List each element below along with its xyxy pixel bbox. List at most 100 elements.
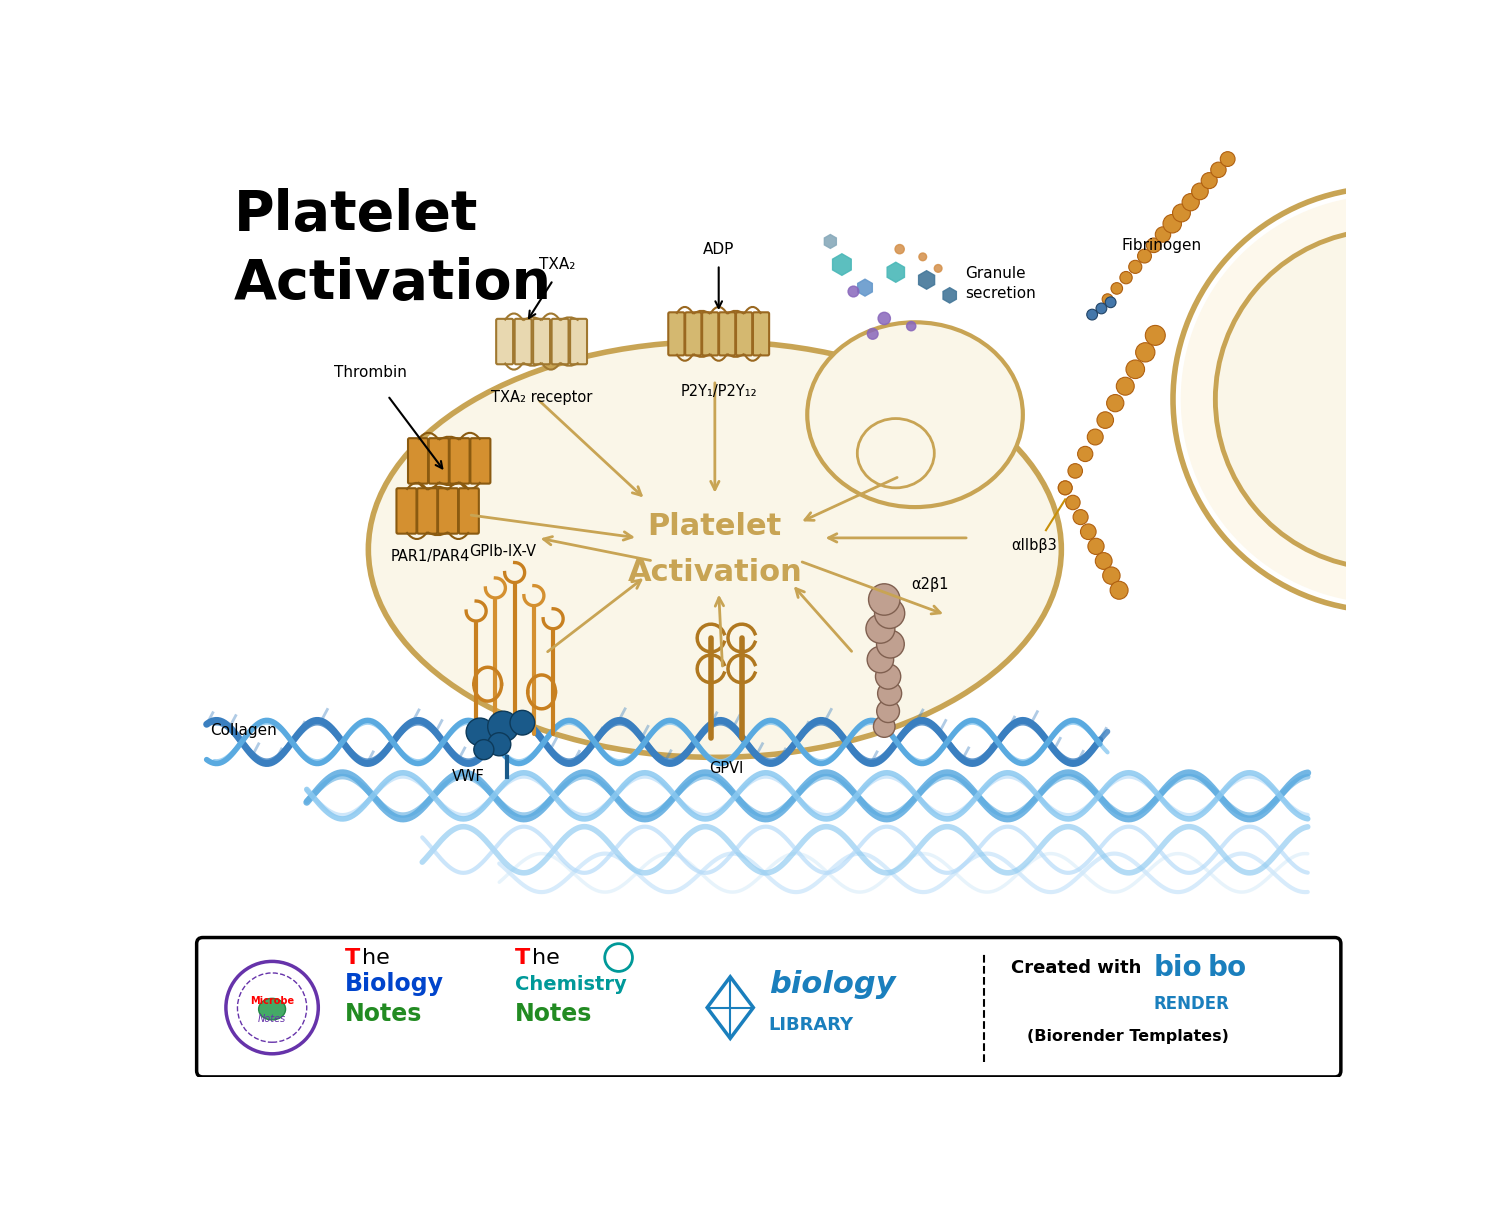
Text: GPIb-IX-V: GPIb-IX-V: [470, 544, 537, 559]
Text: T: T: [345, 947, 360, 968]
Ellipse shape: [858, 419, 934, 488]
FancyBboxPatch shape: [438, 489, 458, 534]
Wedge shape: [1180, 198, 1384, 600]
FancyBboxPatch shape: [570, 318, 586, 364]
Circle shape: [1096, 302, 1107, 313]
Circle shape: [865, 615, 895, 644]
Text: o: o: [1227, 953, 1246, 981]
Circle shape: [1146, 238, 1161, 253]
Circle shape: [1110, 581, 1128, 599]
Circle shape: [474, 739, 494, 760]
Text: he: he: [531, 947, 560, 968]
Circle shape: [1077, 446, 1094, 461]
Wedge shape: [1215, 232, 1384, 566]
Circle shape: [1120, 271, 1132, 284]
Circle shape: [1088, 310, 1098, 319]
Circle shape: [226, 962, 318, 1054]
Circle shape: [1088, 538, 1104, 554]
Text: biology: biology: [768, 970, 896, 999]
Ellipse shape: [258, 998, 285, 1020]
Circle shape: [1136, 342, 1155, 362]
Circle shape: [876, 664, 900, 690]
Circle shape: [1126, 359, 1144, 379]
Circle shape: [510, 710, 534, 734]
FancyBboxPatch shape: [753, 312, 770, 356]
FancyBboxPatch shape: [514, 318, 531, 364]
Text: Activation: Activation: [627, 558, 803, 587]
Circle shape: [847, 286, 859, 296]
Circle shape: [488, 711, 519, 742]
Circle shape: [1210, 162, 1225, 178]
Text: bio: bio: [1154, 953, 1203, 981]
Circle shape: [1065, 495, 1080, 509]
FancyBboxPatch shape: [396, 489, 417, 534]
Text: α2β1: α2β1: [910, 577, 948, 592]
Circle shape: [1112, 283, 1122, 294]
Ellipse shape: [369, 341, 1062, 757]
Ellipse shape: [807, 322, 1023, 507]
Polygon shape: [944, 288, 957, 302]
Circle shape: [878, 312, 891, 324]
Circle shape: [1088, 430, 1102, 445]
Text: ADP: ADP: [704, 242, 735, 257]
Text: Fibrinogen: Fibrinogen: [1122, 238, 1202, 253]
Circle shape: [1059, 480, 1072, 495]
Polygon shape: [918, 271, 934, 289]
Text: αIIbβ3: αIIbβ3: [1011, 538, 1058, 553]
Text: Notes: Notes: [345, 1002, 423, 1026]
Text: Notes: Notes: [514, 1002, 592, 1026]
Circle shape: [1095, 553, 1112, 570]
Circle shape: [1080, 524, 1096, 540]
Text: TXA₂ receptor: TXA₂ receptor: [490, 390, 592, 405]
FancyBboxPatch shape: [408, 438, 428, 484]
FancyBboxPatch shape: [196, 938, 1341, 1077]
Text: Activation: Activation: [234, 257, 552, 311]
Circle shape: [488, 733, 512, 756]
Circle shape: [1059, 480, 1072, 495]
Text: he: he: [362, 947, 390, 968]
Circle shape: [1221, 151, 1234, 167]
Text: PAR1/PAR4: PAR1/PAR4: [390, 549, 470, 564]
FancyBboxPatch shape: [450, 438, 470, 484]
Text: Microbe: Microbe: [251, 997, 294, 1007]
Text: b: b: [1208, 953, 1227, 981]
Circle shape: [867, 646, 894, 673]
Text: Notes: Notes: [258, 1014, 286, 1024]
Circle shape: [876, 630, 904, 658]
Text: Created with: Created with: [1011, 958, 1142, 976]
Circle shape: [906, 322, 916, 330]
Circle shape: [896, 244, 904, 254]
Circle shape: [1116, 378, 1134, 396]
FancyBboxPatch shape: [702, 312, 718, 356]
Circle shape: [1128, 260, 1142, 273]
FancyBboxPatch shape: [496, 318, 513, 364]
Circle shape: [1102, 294, 1113, 305]
Text: Platelet: Platelet: [648, 512, 782, 541]
Text: (Biorender Templates): (Biorender Templates): [1026, 1030, 1228, 1044]
Circle shape: [1107, 394, 1124, 411]
Circle shape: [466, 718, 494, 745]
Text: Chemistry: Chemistry: [514, 975, 627, 993]
Text: Thrombin: Thrombin: [333, 365, 406, 380]
Circle shape: [876, 699, 900, 722]
FancyBboxPatch shape: [736, 312, 752, 356]
Circle shape: [1146, 325, 1166, 345]
Circle shape: [920, 253, 927, 260]
Circle shape: [874, 598, 904, 628]
FancyBboxPatch shape: [718, 312, 735, 356]
FancyBboxPatch shape: [669, 312, 684, 356]
Circle shape: [878, 681, 902, 705]
Circle shape: [1096, 411, 1113, 428]
Circle shape: [1106, 296, 1116, 307]
FancyBboxPatch shape: [686, 312, 702, 356]
Circle shape: [1191, 183, 1209, 200]
Circle shape: [867, 328, 877, 339]
Circle shape: [934, 265, 942, 272]
Circle shape: [868, 583, 900, 615]
Text: Collagen: Collagen: [210, 722, 278, 738]
Text: GPVI: GPVI: [710, 761, 744, 776]
Text: RENDER: RENDER: [1154, 995, 1230, 1013]
FancyBboxPatch shape: [429, 438, 448, 484]
Circle shape: [1162, 214, 1182, 234]
Text: TXA₂: TXA₂: [538, 258, 574, 272]
